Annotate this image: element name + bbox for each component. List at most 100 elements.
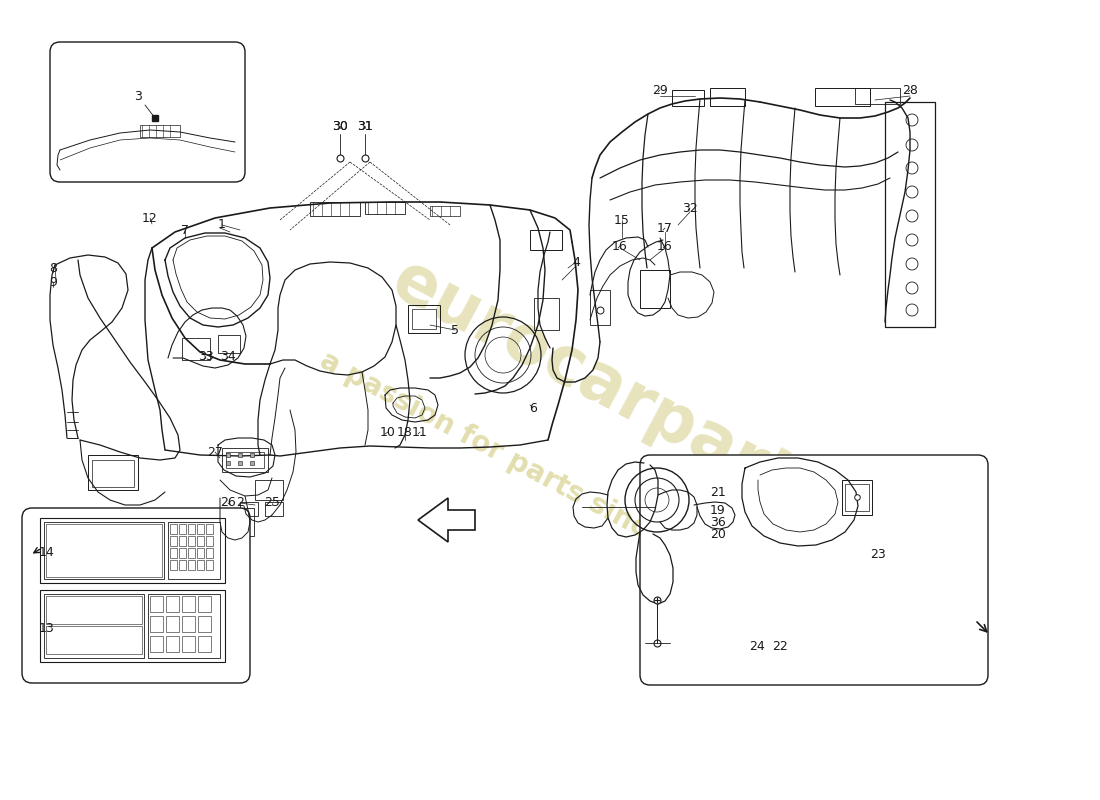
Text: 30: 30 bbox=[332, 119, 348, 133]
Bar bbox=[197, 560, 204, 570]
Text: 21: 21 bbox=[711, 486, 726, 498]
Bar bbox=[46, 626, 142, 654]
Bar bbox=[166, 636, 179, 652]
Bar bbox=[170, 524, 177, 534]
Bar bbox=[255, 480, 283, 500]
Bar bbox=[140, 125, 180, 137]
Bar bbox=[182, 596, 195, 612]
Bar bbox=[179, 524, 186, 534]
FancyBboxPatch shape bbox=[50, 42, 245, 182]
Text: 1: 1 bbox=[218, 218, 226, 231]
Text: 2: 2 bbox=[236, 497, 244, 510]
Bar bbox=[815, 88, 870, 106]
Bar bbox=[408, 305, 440, 333]
Bar bbox=[886, 102, 935, 327]
Text: 30: 30 bbox=[332, 119, 348, 133]
Bar bbox=[92, 460, 134, 487]
Bar bbox=[412, 309, 436, 329]
Bar bbox=[710, 88, 745, 106]
Bar bbox=[845, 484, 869, 511]
FancyBboxPatch shape bbox=[22, 508, 250, 683]
Bar bbox=[44, 522, 164, 579]
Text: 6: 6 bbox=[529, 402, 537, 414]
Bar bbox=[46, 596, 142, 624]
Polygon shape bbox=[418, 498, 475, 542]
Text: 31: 31 bbox=[358, 119, 373, 133]
Text: 16: 16 bbox=[657, 239, 673, 253]
Text: 4: 4 bbox=[572, 255, 580, 269]
Bar bbox=[206, 548, 213, 558]
Text: 13: 13 bbox=[40, 622, 55, 634]
Bar bbox=[188, 536, 195, 546]
Bar bbox=[198, 636, 211, 652]
Bar bbox=[198, 596, 211, 612]
Text: 10: 10 bbox=[381, 426, 396, 438]
Bar bbox=[179, 548, 186, 558]
Bar bbox=[218, 335, 240, 353]
Text: 34: 34 bbox=[220, 350, 235, 363]
Text: 24: 24 bbox=[749, 641, 764, 654]
Text: 28: 28 bbox=[902, 83, 917, 97]
Bar bbox=[150, 616, 163, 632]
Text: 19: 19 bbox=[711, 503, 726, 517]
Bar bbox=[265, 502, 283, 516]
Bar bbox=[170, 536, 177, 546]
Text: 23: 23 bbox=[870, 549, 886, 562]
Bar bbox=[224, 508, 254, 536]
Bar bbox=[166, 596, 179, 612]
Bar bbox=[166, 616, 179, 632]
Text: 27: 27 bbox=[207, 446, 223, 458]
Bar bbox=[222, 448, 268, 472]
Bar bbox=[206, 560, 213, 570]
Bar bbox=[590, 290, 610, 325]
Bar bbox=[206, 536, 213, 546]
Text: 31: 31 bbox=[358, 119, 373, 133]
Bar bbox=[197, 536, 204, 546]
Text: a passion for parts since 1985: a passion for parts since 1985 bbox=[315, 346, 746, 594]
Bar bbox=[88, 455, 138, 490]
Bar bbox=[534, 298, 559, 330]
Text: 16: 16 bbox=[612, 239, 628, 253]
FancyBboxPatch shape bbox=[640, 455, 988, 685]
Text: 29: 29 bbox=[652, 83, 668, 97]
Bar bbox=[182, 636, 195, 652]
Text: 32: 32 bbox=[682, 202, 697, 214]
Text: 12: 12 bbox=[142, 211, 158, 225]
Bar bbox=[197, 524, 204, 534]
Bar bbox=[240, 502, 258, 516]
Bar bbox=[179, 560, 186, 570]
Bar bbox=[46, 524, 162, 577]
Bar bbox=[170, 548, 177, 558]
Text: 8: 8 bbox=[50, 262, 57, 274]
Bar bbox=[148, 594, 220, 658]
Text: 22: 22 bbox=[772, 641, 788, 654]
Bar bbox=[855, 88, 900, 104]
Bar bbox=[179, 536, 186, 546]
Bar bbox=[197, 548, 204, 558]
Bar bbox=[188, 560, 195, 570]
Text: 20: 20 bbox=[711, 529, 726, 542]
Text: 3: 3 bbox=[134, 90, 142, 103]
Text: 25: 25 bbox=[264, 497, 279, 510]
Bar bbox=[640, 270, 670, 308]
Text: 15: 15 bbox=[614, 214, 630, 226]
Bar bbox=[188, 524, 195, 534]
Bar bbox=[530, 230, 562, 250]
Text: 5: 5 bbox=[451, 323, 459, 337]
Bar bbox=[182, 616, 195, 632]
Bar bbox=[150, 596, 163, 612]
Bar bbox=[40, 518, 225, 583]
Text: eurocarparts: eurocarparts bbox=[379, 247, 840, 533]
Bar bbox=[206, 524, 213, 534]
Text: 26: 26 bbox=[220, 497, 235, 510]
Bar bbox=[150, 636, 163, 652]
Bar bbox=[182, 338, 210, 360]
Text: 11: 11 bbox=[412, 426, 428, 438]
Bar bbox=[168, 522, 220, 579]
Bar bbox=[188, 548, 195, 558]
Bar bbox=[170, 560, 177, 570]
Text: 7: 7 bbox=[182, 223, 189, 237]
Bar bbox=[226, 452, 264, 468]
Bar bbox=[44, 594, 144, 658]
Text: 33: 33 bbox=[198, 350, 213, 363]
